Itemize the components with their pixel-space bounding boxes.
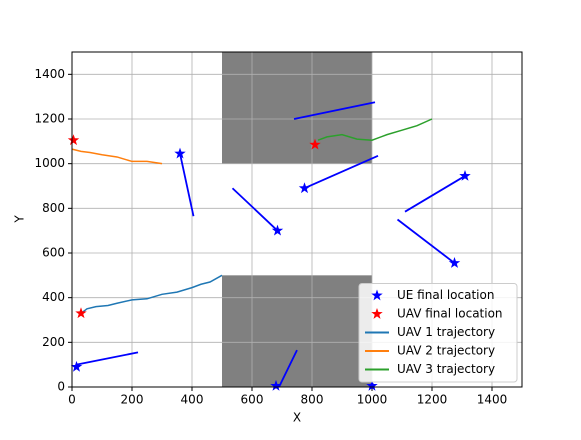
x-tick-label: 1000	[357, 393, 388, 407]
y-tick-label: 400	[42, 290, 65, 304]
y-tick-label: 1000	[34, 156, 65, 170]
x-tick-label: 400	[181, 393, 204, 407]
y-tick-label: 1200	[34, 112, 65, 126]
ue-path	[278, 349, 298, 388]
y-tick-label: 800	[42, 201, 65, 215]
ue-path	[396, 218, 456, 264]
star-marker	[75, 307, 87, 319]
star-marker	[174, 147, 186, 159]
legend-label: UAV 1 trajectory	[397, 325, 495, 339]
legend-marker	[371, 289, 383, 301]
ue-path	[304, 155, 379, 190]
legend-box	[358, 283, 518, 383]
y-tick-label: 200	[42, 335, 65, 349]
star-marker	[448, 257, 461, 268]
ue-path	[404, 175, 466, 213]
x-tick-label: 600	[241, 393, 264, 407]
ue-path	[179, 153, 195, 217]
trajectory-line	[317, 118, 433, 141]
x-tick-label: 0	[68, 393, 76, 407]
legend-label: UE final location	[397, 288, 494, 302]
legend-label: UAV 2 trajectory	[397, 344, 495, 358]
legend-label: UAV 3 trajectory	[397, 362, 495, 376]
star-marker	[270, 379, 282, 391]
obstacle-region	[222, 275, 372, 387]
y-tick-label: 0	[57, 380, 65, 394]
star-marker	[366, 379, 378, 391]
x-tick-label: 1200	[417, 393, 448, 407]
star-marker	[70, 360, 83, 372]
star-marker	[298, 182, 311, 194]
x-tick-label: 1400	[477, 393, 508, 407]
x-tick-label: 800	[301, 393, 324, 407]
y-axis-label: Y	[13, 215, 27, 224]
star-marker	[67, 134, 80, 146]
y-tick-label: 1400	[34, 67, 65, 81]
y-tick-label: 600	[42, 246, 65, 260]
trajectory-line	[71, 148, 163, 165]
star-marker	[459, 169, 471, 181]
plot-frame	[71, 51, 523, 388]
star-marker	[271, 224, 284, 236]
x-tick-label: 200	[121, 393, 144, 407]
star-marker	[309, 138, 321, 150]
ue-path	[293, 101, 376, 120]
legend-label: UAV final location	[397, 307, 503, 321]
trajectory-line	[80, 274, 223, 314]
ue-path	[231, 187, 279, 232]
ue-path	[76, 351, 139, 366]
x-axis-label: X	[293, 411, 301, 425]
legend-marker	[371, 308, 383, 319]
